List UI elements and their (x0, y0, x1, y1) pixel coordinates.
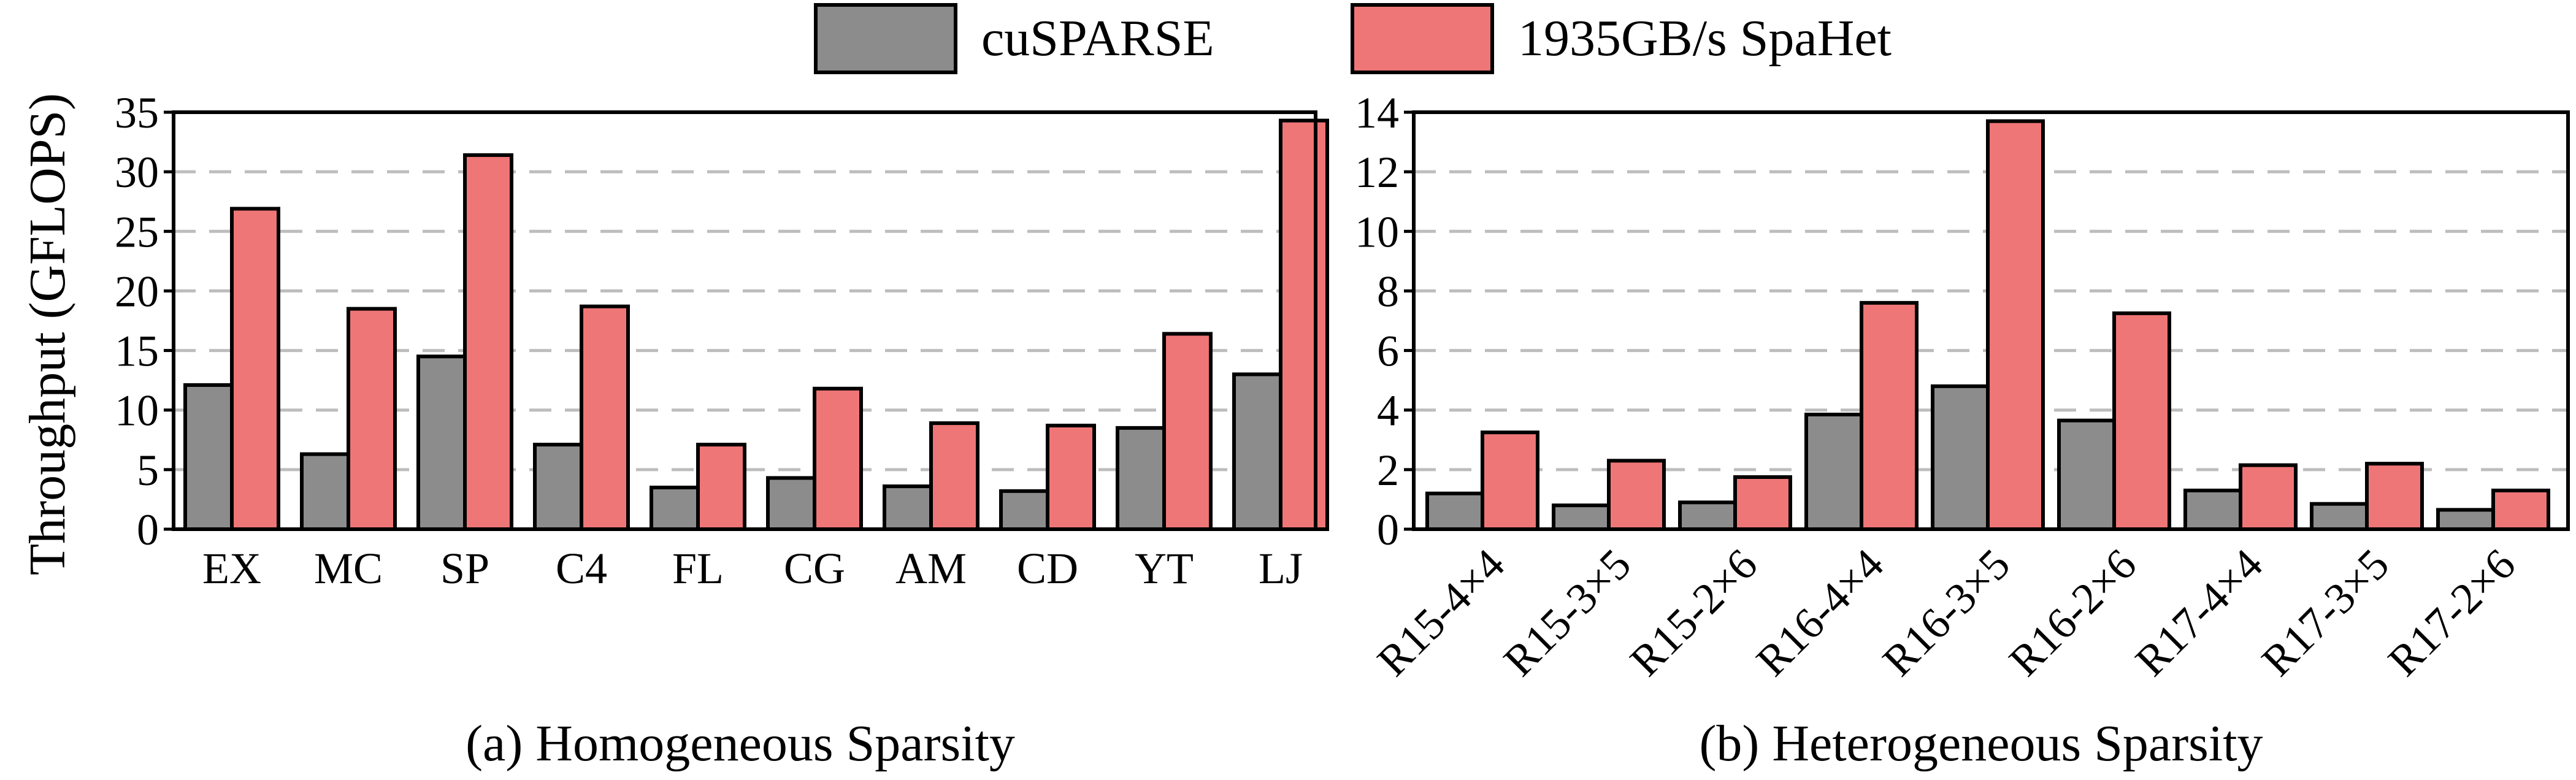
y-tick-label: 14 (1355, 88, 1399, 137)
bar-spahet-ex (230, 207, 280, 532)
bar-cusparse-r1 (1552, 503, 1611, 532)
x-tick-label: R17-2×6 (2379, 540, 2524, 686)
bar-cusparse-r7 (2310, 502, 2369, 532)
y-tick-labels: 0 2 4 6 8 10 12 14 (1355, 88, 1414, 554)
legend-label-spahet: 1935GB/s SpaHet (1518, 10, 1892, 67)
x-tick-label: R15-3×5 (1494, 540, 1640, 686)
bar-cusparse-yt (1116, 426, 1166, 531)
x-tick-label: R16-3×5 (1873, 540, 2019, 686)
bars (183, 118, 1329, 532)
y-tick-label: 12 (1355, 148, 1399, 197)
x-tick-label: LJ (1259, 544, 1303, 593)
x-tick-label: C4 (556, 544, 607, 593)
bar-cusparse-am (883, 484, 933, 531)
x-tick-label: R17-3×5 (2252, 540, 2398, 686)
bar-cusparse-sp (416, 354, 467, 531)
bar-spahet-cg (813, 386, 863, 531)
bar-cusparse-cd (999, 489, 1049, 531)
y-axis-title: Throughput (GFLOPS) (19, 93, 76, 575)
bar-spahet-lj (1279, 118, 1329, 532)
x-tick-label: YT (1135, 544, 1194, 593)
bar-cusparse-r5 (2057, 418, 2116, 532)
bar-spahet-r2 (1733, 475, 1792, 531)
plot-frame (172, 110, 1317, 531)
bar-spahet-r7 (2365, 462, 2424, 532)
y-tick-label: 2 (1377, 446, 1399, 495)
bar-spahet-c4 (580, 304, 630, 531)
y-tick-label: 0 (137, 505, 159, 554)
bar-spahet-r4 (1986, 119, 2045, 532)
x-tick-label: R16-4×4 (1747, 540, 1893, 686)
panel-heterogeneous: 0 2 4 6 8 10 12 14 R15-4×4R15-3×5R15-2×6R16-4×4… (1355, 88, 2570, 772)
grid-lines (174, 170, 1316, 472)
bar-spahet-yt (1162, 332, 1213, 531)
x-tick-labels: R15-4×4R15-3×5R15-2×6R16-4×4R16-3×5R16-2… (1368, 540, 2524, 686)
x-tick-labels: EX MC SP C4 FL CG AM CD YT LJ (202, 544, 1303, 593)
x-tick-label: R15-4×4 (1368, 540, 1514, 686)
legend-swatch-cusparse (814, 3, 957, 74)
x-tick-label: CG (784, 544, 845, 593)
bar-spahet-sp (463, 153, 513, 531)
legend: cuSPARSE 1935GB/s SpaHet (814, 3, 1892, 74)
bar-spahet-r5 (2112, 311, 2171, 531)
y-tick-labels: 0 5 10 15 20 25 30 35 (115, 88, 174, 554)
bar-cusparse-mc (300, 452, 350, 531)
panel-homogeneous: 0 5 10 15 20 25 30 35 EX MC SP C4 FL CG AM CD YT LJ (a) … (115, 88, 1329, 772)
y-tick-label: 30 (115, 148, 159, 197)
y-tick-label: 20 (115, 267, 159, 316)
bar-cusparse-r8 (2436, 508, 2495, 532)
bar-cusparse-r2 (1678, 500, 1737, 531)
bar-spahet-fl (696, 443, 746, 531)
bar-cusparse-r3 (1804, 413, 1863, 531)
bar-cusparse-r6 (2183, 488, 2242, 531)
x-tick-label: EX (202, 544, 261, 593)
bar-cusparse-lj (1232, 372, 1282, 532)
bar-spahet-r8 (2491, 488, 2550, 531)
bar-spahet-r6 (2239, 463, 2298, 531)
panel-caption-a: (a) Homogeneous Sparsity (466, 715, 1015, 772)
bar-cusparse-c4 (533, 443, 583, 531)
plot-frame (1412, 110, 2570, 531)
bar-spahet-r1 (1607, 459, 1666, 531)
bar-spahet-mc (347, 307, 397, 531)
bar-spahet-am (929, 421, 979, 531)
legend-swatch-spahet (1351, 3, 1494, 74)
y-tick-label: 6 (1377, 327, 1399, 376)
y-tick-label: 15 (115, 327, 159, 376)
bars (1425, 119, 2550, 532)
bar-spahet-r0 (1481, 430, 1539, 532)
bar-cusparse-ex (183, 383, 234, 532)
x-tick-label: R15-2×6 (1620, 540, 1766, 686)
x-tick-label: R17-4×4 (2126, 540, 2272, 686)
y-tick-label: 10 (115, 386, 159, 435)
legend-label-cusparse: cuSPARSE (981, 10, 1214, 67)
y-tick-label: 10 (1355, 207, 1399, 256)
bar-cusparse-r4 (1931, 384, 1990, 531)
x-tick-label: CD (1017, 544, 1078, 593)
bar-cusparse-fl (650, 486, 700, 531)
y-tick-label: 8 (1377, 267, 1399, 316)
bar-spahet-cd (1046, 423, 1096, 531)
x-tick-label: FL (672, 544, 724, 593)
y-tick-label: 5 (137, 446, 159, 495)
bar-cusparse-cg (766, 476, 816, 532)
bar-cusparse-r0 (1425, 491, 1484, 532)
x-tick-label: R16-2×6 (1999, 540, 2145, 686)
y-tick-label: 0 (1377, 505, 1399, 554)
y-tick-label: 4 (1377, 386, 1399, 435)
y-tick-label: 35 (115, 88, 159, 137)
x-tick-label: MC (314, 544, 383, 593)
panel-caption-b: (b) Heterogeneous Sparsity (1699, 715, 2263, 772)
x-tick-label: SP (440, 544, 489, 593)
bar-spahet-r3 (1860, 300, 1919, 531)
x-tick-label: AM (895, 544, 967, 593)
y-tick-label: 25 (115, 207, 159, 256)
